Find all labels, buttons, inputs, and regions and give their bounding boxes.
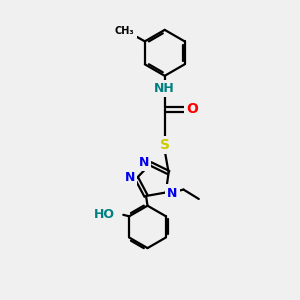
Text: CH₃: CH₃ bbox=[115, 26, 135, 36]
Text: NH: NH bbox=[154, 82, 175, 95]
Text: O: O bbox=[187, 102, 198, 116]
Text: N: N bbox=[167, 187, 178, 200]
Text: N: N bbox=[139, 156, 149, 169]
Text: N: N bbox=[125, 171, 135, 184]
Text: HO: HO bbox=[93, 208, 114, 221]
Text: S: S bbox=[160, 138, 170, 152]
